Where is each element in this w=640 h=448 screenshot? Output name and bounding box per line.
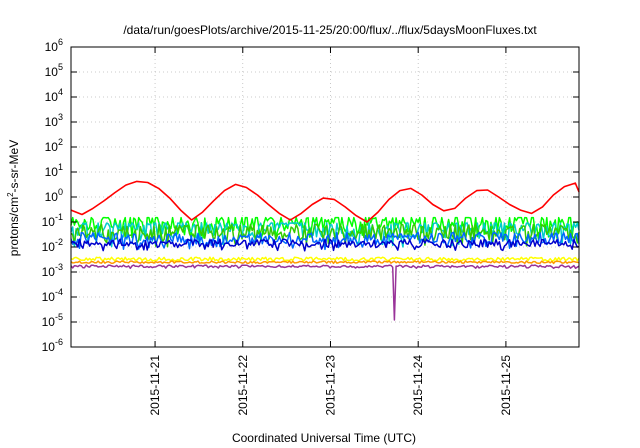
y-tick-label: 102 <box>45 137 63 154</box>
x-tick-label: 2015-11-25 <box>499 355 513 416</box>
y-tick-label-base: 10 <box>45 90 59 104</box>
y-tick-label-exp: -4 <box>55 287 63 297</box>
y-tick-label: 104 <box>45 87 63 104</box>
x-tick-label: 2015-11-24 <box>411 355 425 416</box>
y-axis-label: protons/cm2-s-sr-MeV <box>6 140 21 256</box>
y-tick-label-exp: 2 <box>58 137 63 147</box>
y-tick-label-base: 10 <box>45 140 59 154</box>
x-tick-label: 2015-11-21 <box>148 355 162 416</box>
y-tick-label-exp: 4 <box>58 87 63 97</box>
y-tick-label-base: 10 <box>45 190 59 204</box>
y-tick-label: 101 <box>45 162 63 179</box>
chart-title: /data/run/goesPlots/archive/2015-11-25/2… <box>123 23 537 37</box>
x-tick-label: 2015-11-23 <box>323 355 337 416</box>
x-axis-label: Coordinated Universal Time (UTC) <box>232 431 416 445</box>
y-tick-label-base: 10 <box>45 115 59 129</box>
y-tick-label-exp: 0 <box>58 187 63 197</box>
y-tick-label: 10-4 <box>42 287 63 304</box>
y-tick-label-base: 10 <box>42 265 56 279</box>
y-axis-label-sup: 2 <box>6 192 15 197</box>
y-axis-label-suffix: -s-sr-MeV <box>7 140 21 193</box>
x-tick-label: 2015-11-22 <box>236 355 250 416</box>
series-line <box>70 264 580 321</box>
series-line <box>70 238 580 252</box>
y-tick-label-base: 10 <box>42 290 56 304</box>
series-line <box>70 180 580 223</box>
y-axis-label-prefix: protons/cm <box>7 197 21 256</box>
series-line <box>70 223 580 248</box>
y-tick-label-exp: 3 <box>58 112 63 122</box>
y-tick-label: 105 <box>45 62 63 79</box>
series-line <box>70 222 580 248</box>
y-tick-label-base: 10 <box>42 240 56 254</box>
y-tick-label-exp: -2 <box>55 237 63 247</box>
y-tick-label-base: 10 <box>42 315 56 329</box>
grid <box>71 47 579 347</box>
y-tick-label-exp: -6 <box>55 337 63 347</box>
y-tick-label: 10-2 <box>42 237 63 254</box>
y-tick-label: 103 <box>45 112 63 129</box>
axes: 10-610-510-410-310-210-11001011021031041… <box>42 37 579 416</box>
y-tick-label-exp: 5 <box>58 62 63 72</box>
y-tick-label-base: 10 <box>42 215 56 229</box>
y-tick-label-base: 10 <box>45 65 59 79</box>
series-line <box>70 256 580 262</box>
series-line <box>70 260 580 265</box>
y-tick-label-exp: -1 <box>55 212 63 222</box>
y-tick-label-exp: -3 <box>55 262 63 272</box>
y-tick-label-base: 10 <box>45 40 59 54</box>
y-tick-label-base: 10 <box>45 165 59 179</box>
y-tick-label: 10-1 <box>42 212 63 229</box>
y-tick-label: 10-6 <box>42 337 63 354</box>
y-tick-label-exp: 1 <box>58 162 63 172</box>
y-tick-label-exp: -5 <box>55 312 63 322</box>
y-tick-label: 10-3 <box>42 262 63 279</box>
y-tick-label-exp: 6 <box>58 37 63 47</box>
series-layer <box>70 180 580 321</box>
y-tick-label: 100 <box>45 187 63 204</box>
y-tick-label: 10-5 <box>42 312 63 329</box>
y-tick-label: 106 <box>45 37 63 54</box>
y-tick-label-base: 10 <box>42 340 56 354</box>
